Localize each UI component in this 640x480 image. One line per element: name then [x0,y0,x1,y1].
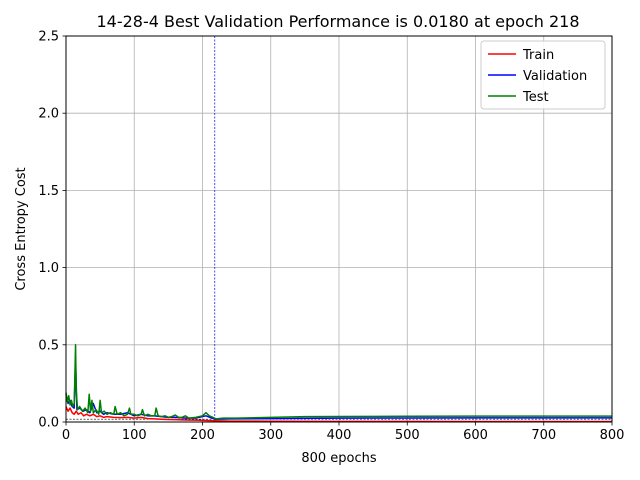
legend: Train Validation Test [480,40,606,110]
series-line-test [65,344,612,420]
y-tick-label: 0.5 [38,338,59,353]
x-tick-label: 300 [258,428,283,443]
x-tick-label: 100 [122,428,147,443]
legend-box [480,40,606,110]
x-tick-label: 0 [62,428,70,443]
axis-ticks: 0 100 200 300 400 500 600 700 800 0.0 0.5 1.0 1.5 2.0… [38,30,624,444]
x-tick-label: 500 [395,428,420,443]
y-axis-label: Cross Entropy Cost [14,167,29,290]
x-tick-label: 700 [531,428,556,443]
series-line-train [65,406,612,423]
grid [66,36,612,422]
series-lines [65,344,612,423]
legend-label-validation: Validation [523,69,587,84]
y-tick-label: 1.0 [38,261,59,276]
y-tick-label: 2.5 [38,30,59,45]
x-tick-label: 400 [327,428,352,443]
y-tick-label: 2.0 [38,107,59,122]
x-tick-label: 200 [190,428,215,443]
chart-title: 14-28-4 Best Validation Performance is 0… [96,12,579,31]
legend-label-test: Test [522,90,549,105]
x-axis-label: 800 epochs [301,451,377,466]
y-tick-label: 0.0 [38,416,59,431]
x-tick-label: 600 [463,428,488,443]
x-tick-label: 800 [600,428,625,443]
legend-label-train: Train [522,48,554,63]
y-tick-label: 1.5 [38,184,59,199]
